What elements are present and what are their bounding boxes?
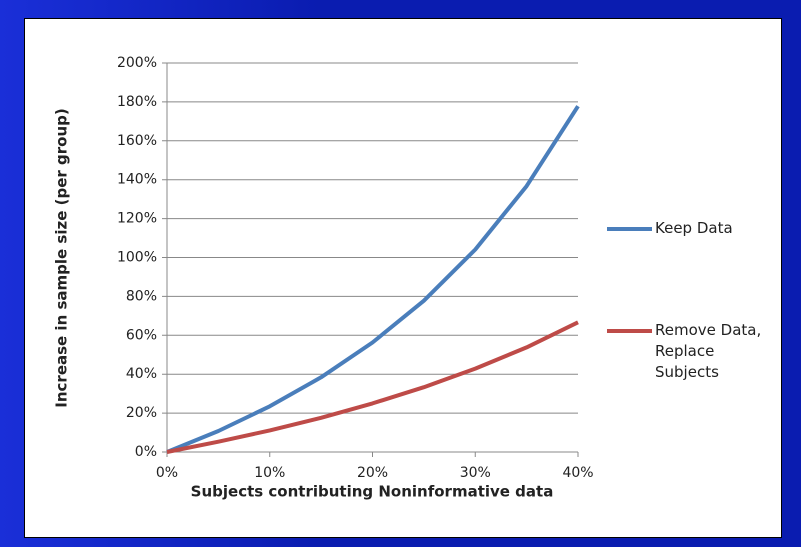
y-tick-label: 160% <box>117 133 157 149</box>
x-tick-label: 20% <box>357 465 388 481</box>
chart-panel <box>24 18 782 538</box>
x-tick-label: 10% <box>254 465 285 481</box>
y-tick-label: 120% <box>117 211 157 227</box>
legend-label: Keep Data <box>655 219 733 237</box>
y-tick-label: 20% <box>126 405 157 421</box>
legend-label: Remove Data, Replace Subjects <box>655 321 762 381</box>
y-tick-label: 60% <box>126 327 157 343</box>
y-tick-label: 40% <box>126 366 157 382</box>
data-line <box>166 105 580 454</box>
y-tick-label: 180% <box>117 94 157 110</box>
x-axis-label: Subjects contributing Noninformative dat… <box>191 483 554 501</box>
y-tick-label: 200% <box>117 55 157 71</box>
y-tick-label: 140% <box>117 172 157 188</box>
y-tick-label: 100% <box>117 250 157 266</box>
y-tick-label: 0% <box>135 444 157 460</box>
x-tick-label: 40% <box>562 465 593 481</box>
y-axis-label: Increase in sample size (per group) <box>53 108 71 407</box>
x-tick-label: 30% <box>460 465 491 481</box>
x-tick-label: 0% <box>156 465 178 481</box>
y-tick-label: 80% <box>126 288 157 304</box>
data-line <box>166 320 579 454</box>
